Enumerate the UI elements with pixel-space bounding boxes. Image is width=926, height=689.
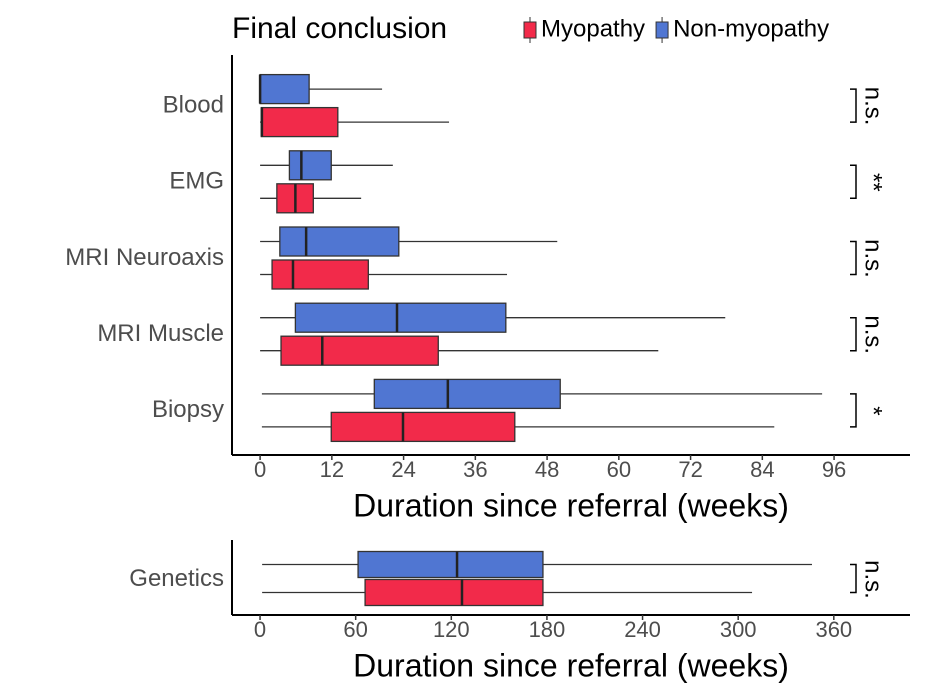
x-axis-label: Duration since referral (weeks)	[353, 487, 789, 523]
x-tick-label: 48	[535, 457, 559, 482]
category-label: Biopsy	[152, 396, 224, 423]
category-label: Blood	[163, 91, 224, 118]
significance: n.s.	[860, 315, 887, 354]
box	[260, 106, 339, 138]
x-tick-label: 360	[815, 617, 852, 642]
significance: n.s.	[860, 239, 887, 278]
box	[271, 259, 369, 290]
legend-key	[523, 21, 537, 39]
legend-key	[655, 21, 669, 39]
bracket	[850, 164, 857, 200]
x-tick-label: 0	[254, 457, 266, 482]
box	[279, 226, 400, 257]
box	[259, 73, 310, 105]
x-tick-label: 240	[624, 617, 661, 642]
x-tick-label: 96	[822, 457, 846, 482]
category-label: EMG	[169, 168, 224, 195]
category-label: MRI Muscle	[97, 320, 224, 347]
box	[280, 335, 439, 366]
x-tick-label: 72	[678, 457, 702, 482]
category-label: MRI Neuroaxis	[65, 244, 224, 271]
significance: n.s.	[860, 560, 887, 599]
x-tick-label: 180	[529, 617, 566, 642]
category-label: Genetics	[129, 565, 224, 592]
x-tick-label: 120	[433, 617, 470, 642]
bracket	[850, 88, 857, 123]
x-tick-label: 36	[463, 457, 487, 482]
significance: **	[860, 173, 887, 192]
bracket	[850, 316, 857, 352]
x-axis-label: Duration since referral (weeks)	[353, 647, 789, 683]
bracket	[850, 563, 857, 594]
box	[288, 150, 332, 181]
x-tick-label: 84	[750, 457, 774, 482]
x-tick-label: 60	[343, 617, 367, 642]
legend-title: Final conclusion	[232, 12, 447, 45]
x-tick-label: 12	[320, 457, 344, 482]
x-tick-label: 0	[254, 617, 266, 642]
significance: n.s.	[860, 87, 887, 126]
legend-label: Non-myopathy	[673, 15, 829, 42]
x-tick-label: 60	[607, 457, 631, 482]
box	[330, 411, 516, 443]
x-tick-label: 24	[391, 457, 415, 482]
bracket	[850, 393, 857, 428]
significance: *	[860, 406, 887, 415]
x-tick-label: 300	[720, 617, 757, 642]
box	[364, 578, 544, 607]
bracket	[850, 240, 857, 276]
box	[357, 550, 544, 579]
box	[373, 378, 561, 410]
box	[294, 302, 507, 333]
legend-label: Myopathy	[541, 15, 645, 42]
